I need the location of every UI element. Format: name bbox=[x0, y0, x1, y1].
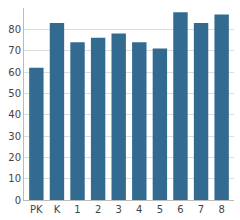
svg-text:6: 6 bbox=[177, 204, 183, 215]
svg-text:K: K bbox=[54, 204, 61, 215]
svg-text:80: 80 bbox=[8, 24, 21, 35]
svg-text:20: 20 bbox=[8, 152, 21, 163]
svg-text:0: 0 bbox=[15, 195, 21, 206]
svg-text:7: 7 bbox=[198, 204, 204, 215]
svg-text:PK: PK bbox=[30, 204, 43, 215]
svg-text:4: 4 bbox=[136, 204, 142, 215]
svg-text:70: 70 bbox=[8, 45, 21, 56]
svg-text:8: 8 bbox=[218, 204, 224, 215]
svg-text:40: 40 bbox=[8, 109, 21, 120]
svg-text:60: 60 bbox=[8, 67, 21, 78]
svg-text:50: 50 bbox=[8, 88, 21, 99]
svg-text:5: 5 bbox=[157, 204, 163, 215]
svg-text:1: 1 bbox=[74, 204, 80, 215]
svg-text:30: 30 bbox=[8, 131, 21, 142]
svg-text:10: 10 bbox=[8, 173, 21, 184]
svg-text:2: 2 bbox=[95, 204, 101, 215]
svg-text:3: 3 bbox=[116, 204, 122, 215]
